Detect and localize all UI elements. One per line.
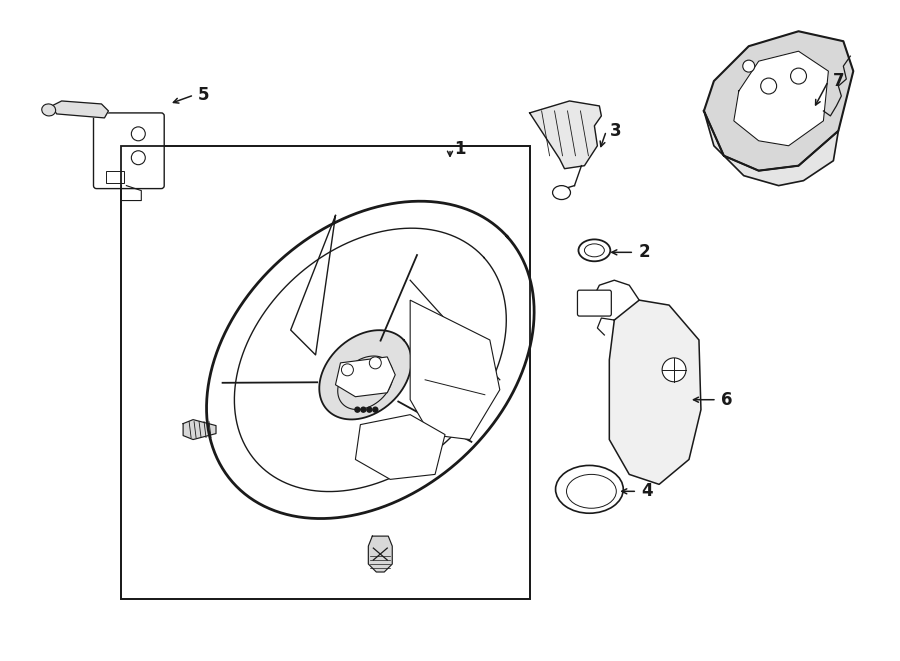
Bar — [122, 146, 530, 599]
Polygon shape — [530, 101, 601, 169]
Ellipse shape — [566, 475, 617, 508]
Bar — [122, 147, 528, 598]
Text: 7: 7 — [832, 72, 844, 90]
Ellipse shape — [41, 104, 56, 116]
Text: 3: 3 — [610, 122, 622, 140]
Polygon shape — [734, 51, 828, 146]
Polygon shape — [336, 357, 395, 397]
Ellipse shape — [584, 244, 604, 257]
Circle shape — [790, 68, 806, 84]
Polygon shape — [356, 414, 445, 479]
Bar — [106, 171, 124, 182]
Circle shape — [355, 407, 360, 412]
Polygon shape — [410, 300, 500, 440]
Ellipse shape — [553, 186, 571, 200]
Circle shape — [367, 407, 372, 412]
Circle shape — [760, 78, 777, 94]
Circle shape — [131, 127, 145, 141]
FancyBboxPatch shape — [578, 290, 611, 316]
Text: 4: 4 — [641, 483, 652, 500]
Polygon shape — [320, 330, 411, 420]
Polygon shape — [206, 201, 534, 518]
Polygon shape — [704, 31, 853, 171]
Polygon shape — [51, 101, 108, 118]
Circle shape — [369, 357, 382, 369]
Polygon shape — [183, 420, 216, 440]
Circle shape — [373, 407, 378, 412]
Text: 2: 2 — [638, 243, 650, 261]
Circle shape — [341, 364, 354, 376]
Circle shape — [131, 151, 145, 165]
Ellipse shape — [555, 465, 624, 513]
Bar — [122, 146, 530, 599]
Circle shape — [662, 358, 686, 382]
Polygon shape — [609, 300, 701, 485]
FancyBboxPatch shape — [94, 113, 164, 188]
Polygon shape — [704, 111, 839, 186]
Polygon shape — [368, 536, 392, 572]
Text: 5: 5 — [198, 86, 210, 104]
Text: 1: 1 — [454, 139, 465, 158]
Circle shape — [742, 60, 755, 72]
Ellipse shape — [579, 239, 610, 261]
Circle shape — [361, 407, 366, 412]
Text: 6: 6 — [721, 391, 733, 408]
